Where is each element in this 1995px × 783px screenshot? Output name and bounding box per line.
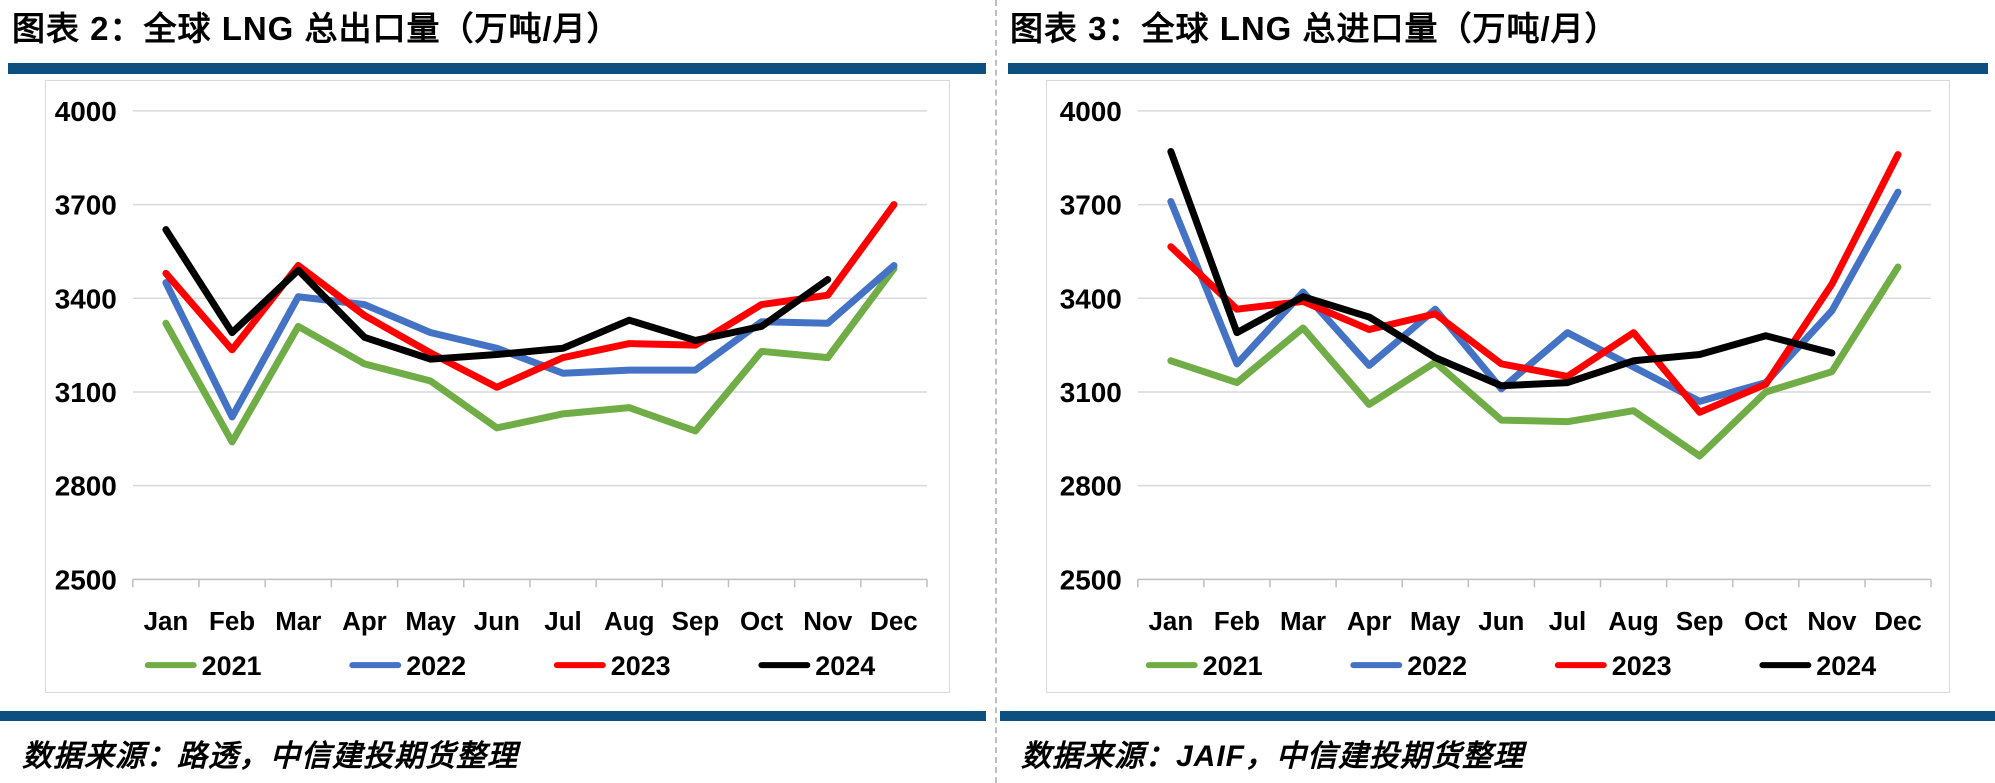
source-rule bbox=[0, 711, 986, 721]
x-axis-label: Oct bbox=[740, 608, 784, 636]
title-rule bbox=[1008, 63, 1988, 74]
x-axis-label: Dec bbox=[1874, 608, 1922, 636]
x-axis-label: Apr bbox=[342, 608, 387, 636]
x-axis-label: Sep bbox=[1676, 608, 1724, 636]
x-axis-label: Nov bbox=[803, 608, 853, 636]
y-axis-label: 2500 bbox=[55, 564, 117, 595]
line-chart-exports: 2500 2800 3100 3400 3700 4000 Jan Feb Mar Apr May J… bbox=[55, 96, 928, 681]
y-axis-label: 4000 bbox=[1060, 96, 1122, 127]
x-axis-label: Apr bbox=[1347, 608, 1392, 636]
x-axis-label: Jul bbox=[544, 608, 581, 636]
x-axis-label: Jan bbox=[144, 608, 189, 636]
series-line-2024 bbox=[1167, 148, 1836, 390]
series-line-2021 bbox=[1167, 263, 1902, 460]
x-axis-label: Oct bbox=[1744, 608, 1788, 636]
panel-divider bbox=[995, 0, 997, 783]
x-axis-label: Sep bbox=[672, 608, 720, 636]
legend-label-2024: 2024 bbox=[1816, 651, 1876, 681]
x-axis-label: Feb bbox=[209, 608, 255, 636]
x-axis-label: Mar bbox=[275, 608, 321, 636]
x-axis-label: Mar bbox=[1280, 608, 1326, 636]
x-axis-label: Feb bbox=[1214, 608, 1260, 636]
y-axis-label: 3100 bbox=[55, 377, 117, 408]
legend-label-2023: 2023 bbox=[1612, 651, 1672, 681]
legend-label-2024: 2024 bbox=[815, 651, 875, 681]
x-axis-label: May bbox=[405, 608, 456, 636]
legend-label-2021: 2021 bbox=[1203, 651, 1263, 681]
chart-canvas-imports: 2500 2800 3100 3400 3700 4000 Jan Feb Mar Apr May J… bbox=[1046, 80, 1950, 693]
x-axis-label: May bbox=[1410, 608, 1461, 636]
source-label-exports: 数据来源：路透，中信建投期货整理 bbox=[22, 740, 518, 773]
y-axis-label: 2800 bbox=[1060, 471, 1122, 502]
source-rule bbox=[1000, 711, 1995, 721]
y-axis-label: 3400 bbox=[1060, 283, 1122, 314]
x-axis-label: Aug bbox=[604, 608, 654, 636]
x-axis-label: Nov bbox=[1807, 608, 1857, 636]
panel-lng-imports: 图表 3：全球 LNG 总进口量（万吨/月） 2500 2800 3100 3400 3… bbox=[995, 0, 1995, 783]
y-axis-label: 3100 bbox=[1060, 377, 1122, 408]
chart-title-exports: 图表 2：全球 LNG 总出口量（万吨/月） bbox=[12, 10, 621, 47]
y-axis-label: 3700 bbox=[55, 190, 117, 221]
y-axis-label: 3700 bbox=[1060, 190, 1122, 221]
legend-label-2021: 2021 bbox=[202, 651, 262, 681]
title-rule bbox=[8, 63, 986, 74]
x-axis-label: Aug bbox=[1608, 608, 1658, 636]
legend-label-2022: 2022 bbox=[406, 651, 466, 681]
y-axis-label: 2800 bbox=[55, 471, 117, 502]
panel-lng-exports: 图表 2：全球 LNG 总出口量（万吨/月） 2500 2800 3100 3400 3… bbox=[0, 0, 995, 783]
x-axis-label: Jul bbox=[1549, 608, 1586, 636]
legend-label-2022: 2022 bbox=[1407, 651, 1467, 681]
x-axis-label: Jun bbox=[474, 608, 520, 636]
series-line-2021 bbox=[162, 265, 898, 446]
series-line-2024 bbox=[162, 226, 832, 363]
x-axis-label: Dec bbox=[870, 608, 918, 636]
y-axis-label: 3400 bbox=[55, 283, 117, 314]
chart-canvas-exports: 2500 2800 3100 3400 3700 4000 Jan Feb Mar Apr May J… bbox=[45, 80, 950, 693]
y-axis-label: 4000 bbox=[55, 96, 117, 127]
series-line-2023 bbox=[1167, 151, 1902, 416]
x-axis-label: Jan bbox=[1149, 608, 1194, 636]
x-axis-label: Jun bbox=[1478, 608, 1524, 636]
legend-label-2023: 2023 bbox=[611, 651, 671, 681]
line-chart-imports: 2500 2800 3100 3400 3700 4000 Jan Feb Mar Apr May J… bbox=[1060, 96, 1932, 681]
chart-title-imports: 图表 3：全球 LNG 总进口量（万吨/月） bbox=[1010, 10, 1619, 47]
y-axis-label: 2500 bbox=[1060, 564, 1122, 595]
source-label-imports: 数据来源：JAIF，中信建投期货整理 bbox=[1021, 740, 1525, 773]
